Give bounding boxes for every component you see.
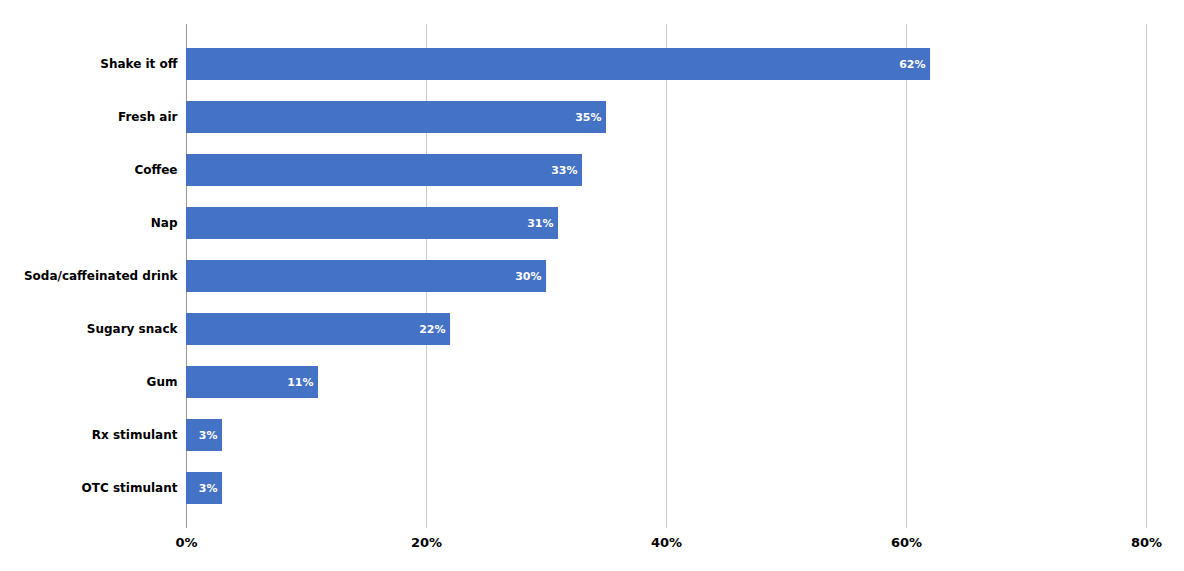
svg-text:22%: 22%	[419, 323, 445, 336]
svg-text:Soda/caffeinated drink: Soda/caffeinated drink	[24, 269, 179, 283]
svg-text:33%: 33%	[551, 164, 577, 177]
svg-text:0%: 0%	[175, 535, 197, 550]
svg-text:35%: 35%	[575, 111, 601, 124]
svg-text:80%: 80%	[1131, 535, 1162, 550]
svg-text:11%: 11%	[287, 376, 313, 389]
svg-text:Shake it off: Shake it off	[100, 57, 178, 71]
svg-text:Sugary snack: Sugary snack	[87, 322, 179, 336]
svg-text:40%: 40%	[651, 535, 682, 550]
svg-text:60%: 60%	[891, 535, 922, 550]
svg-text:30%: 30%	[515, 270, 541, 283]
svg-text:31%: 31%	[527, 217, 553, 230]
svg-text:Rx stimulant: Rx stimulant	[92, 428, 178, 442]
svg-text:Fresh air: Fresh air	[118, 110, 178, 124]
svg-text:Gum: Gum	[147, 375, 178, 389]
svg-text:62%: 62%	[899, 58, 925, 71]
svg-text:3%: 3%	[199, 482, 218, 495]
svg-text:3%: 3%	[199, 429, 218, 442]
svg-text:Coffee: Coffee	[134, 163, 177, 177]
svg-text:OTC stimulant: OTC stimulant	[82, 481, 178, 495]
svg-text:20%: 20%	[411, 535, 442, 550]
svg-text:Nap: Nap	[151, 216, 178, 230]
